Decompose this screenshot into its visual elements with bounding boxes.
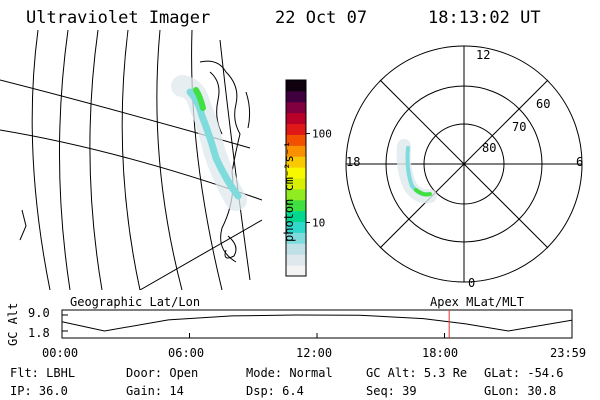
date-label: 22 Oct 07 [275, 8, 368, 28]
colorbar-segment [286, 167, 306, 179]
xtick-0000: 00:00 [42, 346, 79, 360]
aurora-emission [171, 75, 247, 211]
info-ip: IP: 36.0 [10, 384, 68, 398]
colorbar-segment [286, 90, 306, 103]
colorbar-segment [286, 156, 306, 168]
xtick-1200: 12:00 [296, 346, 333, 360]
info-flt: Flt: LBHL [10, 366, 76, 380]
colorbar-segment [286, 210, 306, 223]
colorbar-segment [286, 80, 306, 92]
info-dsp: Dsp: 6.4 [246, 384, 304, 398]
mlt-label-18: 18 [346, 155, 361, 169]
instrument-title: Ultraviolet Imager [26, 8, 211, 28]
timeline-right-label: Apex MLat/MLT [430, 295, 524, 309]
lat-label-80: 80 [482, 141, 497, 155]
xtick-0600: 06:00 [168, 346, 205, 360]
polar-aurora [396, 139, 437, 204]
ytick-bottom: 1.8 [28, 326, 50, 340]
colorbar-segment [286, 101, 306, 114]
info-mode: Mode: Normal [246, 366, 333, 380]
colorbar-tick-label: 10 [312, 216, 325, 229]
lat-label-60: 60 [536, 97, 551, 111]
timeline-left-label: Geographic Lat/Lon [70, 295, 201, 309]
info-gc-alt: GC Alt: 5.3 Re [366, 366, 468, 380]
colorbar-segment [286, 134, 306, 146]
colorbar-segment [286, 112, 306, 125]
info-gain: Gain: 14 [126, 384, 184, 398]
colorbar-segment [286, 254, 306, 266]
xtick-2359: 23:59 [550, 346, 587, 360]
xtick-1800: 18:00 [422, 346, 459, 360]
info-glon: GLon: 30.8 [484, 384, 557, 398]
ytick-top: 9.0 [28, 306, 50, 320]
altitude-curve [61, 314, 572, 332]
colorbar-segment [286, 178, 306, 190]
colorbar-segment [286, 265, 306, 277]
mlt-label-12: 12 [476, 48, 491, 62]
mlt-label-0: 0 [468, 276, 476, 290]
colorbar-segment [286, 243, 306, 255]
time-label: 18:13:02 UT [428, 8, 541, 28]
info-door: Door: Open [126, 366, 199, 380]
colorbar-segment [286, 145, 306, 157]
colorbar-segment [286, 123, 306, 135]
info-seq: Seq: 39 [366, 384, 417, 398]
colorbar-tick-label: 100 [312, 128, 332, 141]
colorbar-segment [286, 232, 306, 244]
colorbar-segment [286, 188, 306, 201]
colorbar-segment [286, 221, 306, 233]
lat-label-70: 70 [512, 120, 527, 134]
mlt-label-6: 6 [576, 155, 584, 169]
info-glat: GLat: -54.6 [484, 366, 564, 380]
colorbar-segment [286, 199, 306, 212]
